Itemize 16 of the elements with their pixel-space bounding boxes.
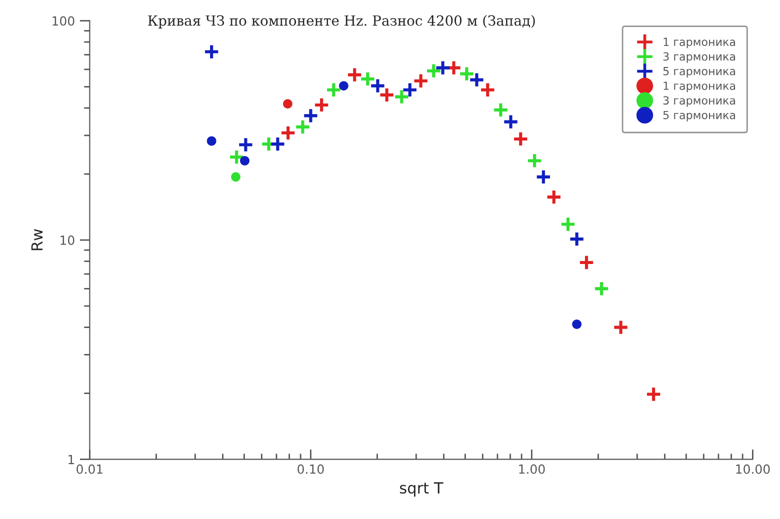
- x-axis-title: sqrt T: [400, 482, 444, 497]
- x-tick-label: 1.00: [519, 464, 545, 474]
- x-tick-label: 0.10: [298, 464, 324, 474]
- legend-label: 3 гармоника: [663, 52, 736, 63]
- legend-label: 3 гармоника: [663, 96, 736, 107]
- x-tick-label: 10.00: [736, 464, 770, 474]
- y-tick-label: 10: [60, 236, 74, 245]
- y-tick-label: 1: [68, 454, 74, 464]
- legend-label: 1 гармоника: [664, 38, 736, 48]
- legend-label: 1 гармоника: [664, 82, 736, 92]
- legend-label: 5 гармоника: [663, 110, 736, 122]
- chart-title: Кривая ЧЗ по компоненте Hz. Разнос 4200 м (Запад): [148, 15, 535, 28]
- legend-label: 5 гармоника: [663, 67, 736, 78]
- y-tick-label: 100: [52, 16, 74, 26]
- x-tick-label: 0.01: [76, 464, 102, 474]
- y-axis-title: Rw: [31, 229, 43, 250]
